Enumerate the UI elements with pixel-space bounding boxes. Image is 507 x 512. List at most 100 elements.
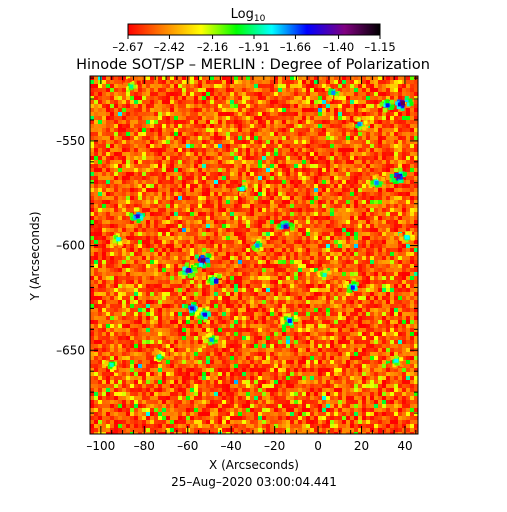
heatmap-cell <box>98 156 102 160</box>
heatmap-cell <box>294 180 298 184</box>
heatmap-cell <box>226 132 230 136</box>
heatmap-cell <box>266 92 270 96</box>
heatmap-cell <box>238 296 242 300</box>
heatmap-cell <box>326 284 330 288</box>
heatmap-cell <box>122 308 126 312</box>
heatmap-cell <box>414 88 418 92</box>
heatmap-cell <box>226 280 230 284</box>
heatmap-cell <box>126 240 130 244</box>
heatmap-cell <box>314 100 318 104</box>
heatmap-cell <box>98 104 102 108</box>
heatmap-cell <box>178 276 182 280</box>
heatmap-cell <box>210 232 214 236</box>
heatmap-cell <box>262 152 266 156</box>
heatmap-cell <box>358 160 362 164</box>
heatmap-cell <box>98 264 102 268</box>
heatmap-cell <box>378 272 382 276</box>
heatmap-cell <box>218 256 222 260</box>
heatmap-cell <box>318 124 322 128</box>
heatmap-cell <box>110 136 114 140</box>
heatmap-cell <box>222 312 226 316</box>
heatmap-cell <box>342 212 346 216</box>
heatmap-cell <box>246 148 250 152</box>
heatmap-cell <box>362 252 366 256</box>
heatmap-cell <box>298 140 302 144</box>
heatmap-cell <box>318 188 322 192</box>
heatmap-cell <box>202 300 206 304</box>
heatmap-cell <box>322 148 326 152</box>
heatmap-cell <box>290 284 294 288</box>
heatmap-cell <box>270 96 274 100</box>
heatmap-cell <box>286 136 290 140</box>
heatmap-cell <box>118 276 122 280</box>
heatmap-cell <box>234 260 238 264</box>
heatmap-cell <box>310 116 314 120</box>
heatmap-cell <box>370 264 374 268</box>
heatmap-cell <box>202 108 206 112</box>
heatmap-cell <box>230 292 234 296</box>
heatmap-cell <box>250 260 254 264</box>
heatmap-cell <box>182 144 186 148</box>
heatmap-cell <box>270 280 274 284</box>
heatmap-cell <box>278 88 282 92</box>
heatmap-cell <box>222 216 226 220</box>
heatmap-cell <box>174 312 178 316</box>
heatmap-cell <box>114 160 118 164</box>
heatmap-cell <box>342 124 346 128</box>
heatmap-cell <box>158 252 162 256</box>
heatmap-cell <box>354 212 358 216</box>
heatmap-cell <box>202 204 206 208</box>
heatmap-cell <box>118 256 122 260</box>
heatmap-cell <box>386 88 390 92</box>
heatmap-cell <box>246 204 250 208</box>
heatmap-cell <box>294 288 298 292</box>
heatmap-cell <box>410 272 414 276</box>
heatmap-cell <box>398 112 402 116</box>
heatmap-cell <box>114 252 118 256</box>
heatmap-cell <box>214 168 218 172</box>
heatmap-cell <box>226 168 230 172</box>
heatmap-cell <box>154 228 158 232</box>
heatmap-cell <box>390 304 394 308</box>
heatmap-cell <box>110 312 114 316</box>
heatmap-cell <box>406 120 410 124</box>
heatmap-cell <box>374 116 378 120</box>
heatmap-cell <box>126 176 130 180</box>
heatmap-cell <box>166 312 170 316</box>
heatmap-cell <box>106 264 110 268</box>
heatmap-cell <box>94 148 98 152</box>
heatmap-cell <box>330 304 334 308</box>
heatmap-cell <box>218 248 222 252</box>
heatmap-cell <box>370 288 374 292</box>
heatmap-cell <box>182 124 186 128</box>
heatmap-cell <box>318 212 322 216</box>
heatmap-cell <box>190 188 194 192</box>
heatmap-cell <box>294 240 298 244</box>
heatmap-cell <box>90 92 94 96</box>
heatmap-cell <box>186 100 190 104</box>
heatmap-cell <box>134 276 138 280</box>
heatmap-cell <box>330 204 334 208</box>
heatmap-cell <box>182 188 186 192</box>
heatmap-cell <box>158 312 162 316</box>
heatmap-cell <box>110 108 114 112</box>
colorbar-label: Log10 <box>231 7 266 24</box>
heatmap-cell <box>354 300 358 304</box>
heatmap-cell <box>338 84 342 88</box>
heatmap-cell <box>226 288 230 292</box>
heatmap-cell <box>278 120 282 124</box>
heatmap-cell <box>246 144 250 148</box>
heatmap-cell <box>194 208 198 212</box>
heatmap-cell <box>390 120 394 124</box>
heatmap-cell <box>114 272 118 276</box>
heatmap-cell <box>158 136 162 140</box>
heatmap-cell <box>238 92 242 96</box>
heatmap-cell <box>102 156 106 160</box>
heatmap-cell <box>230 280 234 284</box>
heatmap-cell <box>146 272 150 276</box>
heatmap-cell <box>206 132 210 136</box>
heatmap-cell <box>210 156 214 160</box>
heatmap-cell <box>270 132 274 136</box>
heatmap-cell <box>142 244 146 248</box>
heatmap-cell <box>222 172 226 176</box>
